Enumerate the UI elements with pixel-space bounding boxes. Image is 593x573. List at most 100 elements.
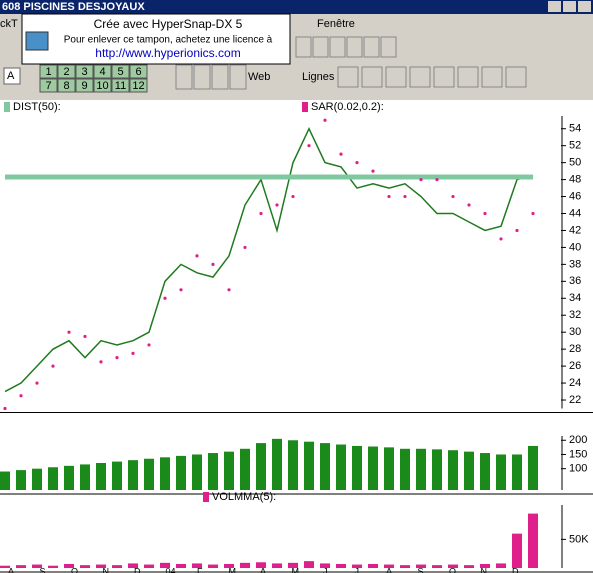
y-tick-label: 46 xyxy=(569,190,581,202)
number-button[interactable] xyxy=(75,78,94,93)
bar xyxy=(288,562,298,568)
bar xyxy=(432,449,442,490)
bar xyxy=(32,468,42,490)
sar-dot xyxy=(387,194,391,199)
bar xyxy=(336,444,346,490)
menu-item[interactable]: Fenêtre xyxy=(317,18,355,30)
number-button[interactable] xyxy=(39,78,58,93)
number-button[interactable] xyxy=(93,78,112,93)
sar-dot xyxy=(531,211,535,216)
sar-dot xyxy=(499,237,503,241)
number-label: 3 xyxy=(81,66,87,78)
number-button[interactable] xyxy=(111,64,130,79)
month-label: O xyxy=(71,566,78,573)
maximize-button[interactable] xyxy=(563,1,576,12)
tool-button[interactable] xyxy=(457,66,479,88)
tool-button[interactable] xyxy=(295,36,312,58)
sar-dot xyxy=(339,152,343,156)
number-button[interactable] xyxy=(129,64,148,79)
bar xyxy=(256,443,266,490)
y-tick-label: 36 xyxy=(569,275,581,287)
tool-button[interactable] xyxy=(361,66,383,88)
bar xyxy=(176,563,186,568)
sar-dot xyxy=(467,203,471,207)
dropdown[interactable] xyxy=(3,67,21,85)
tool-button[interactable] xyxy=(433,66,455,88)
sar-dot xyxy=(3,406,7,411)
tool-button[interactable] xyxy=(481,66,503,88)
legend-swatch xyxy=(203,492,209,502)
sar-dot xyxy=(403,194,407,199)
bar xyxy=(288,440,298,490)
close-button[interactable] xyxy=(578,1,591,12)
tool-button[interactable] xyxy=(312,36,329,58)
bar xyxy=(512,454,522,490)
legend-label: DIST(50): xyxy=(13,101,61,113)
y-tick-label: 54 xyxy=(569,123,581,135)
sar-dot xyxy=(435,177,439,182)
number-label: 9 xyxy=(81,80,87,92)
stamp-url[interactable]: http://www.hyperionics.com xyxy=(95,46,240,60)
bar xyxy=(160,562,170,568)
number-button[interactable] xyxy=(39,64,58,79)
sar-dot xyxy=(243,245,247,250)
bar xyxy=(528,445,538,490)
minimize-button[interactable] xyxy=(548,1,561,12)
number-button[interactable] xyxy=(93,64,112,79)
tool-button[interactable] xyxy=(337,66,359,88)
number-label: 2 xyxy=(63,66,69,78)
sar-dot xyxy=(131,351,135,355)
web-button[interactable]: Web xyxy=(248,71,270,83)
sar-dot xyxy=(323,118,327,122)
y-tick-label: 42 xyxy=(569,224,581,236)
number-button[interactable] xyxy=(111,78,130,93)
sar-dot xyxy=(515,228,519,233)
y-tick-label: 44 xyxy=(569,207,581,219)
tool-button[interactable] xyxy=(409,66,431,88)
bar xyxy=(128,460,138,490)
bar xyxy=(384,564,394,568)
bar xyxy=(64,465,74,490)
tool-button[interactable] xyxy=(193,64,211,90)
bar xyxy=(304,441,314,490)
number-button[interactable] xyxy=(57,64,76,79)
tool-button[interactable] xyxy=(363,36,380,58)
tool-button[interactable] xyxy=(380,36,397,58)
number-label: 5 xyxy=(117,66,123,78)
number-button[interactable] xyxy=(129,78,148,93)
number-button[interactable] xyxy=(75,64,94,79)
y-tick-label: 32 xyxy=(569,309,581,321)
sar-dot xyxy=(147,343,151,347)
bar xyxy=(352,564,362,568)
tool-button[interactable] xyxy=(329,36,346,58)
bar xyxy=(416,564,426,568)
bar xyxy=(192,454,202,490)
tool-button[interactable] xyxy=(211,64,229,90)
dropdown-value: A xyxy=(7,70,15,82)
tool-button[interactable] xyxy=(175,64,193,90)
tool-button[interactable] xyxy=(385,66,407,88)
month-label: D xyxy=(512,566,519,573)
bar xyxy=(320,443,330,490)
month-label: O xyxy=(449,566,456,573)
tool-button[interactable] xyxy=(346,36,363,58)
bar xyxy=(416,448,426,490)
sar-dot xyxy=(259,211,263,216)
bar xyxy=(128,563,138,568)
y-tick-label: 52 xyxy=(569,140,581,152)
sar-dot xyxy=(179,288,183,292)
bar xyxy=(448,564,458,568)
sar-dot xyxy=(35,381,39,385)
tool-button[interactable] xyxy=(229,64,247,90)
y-tick-label: 38 xyxy=(569,258,581,270)
legend-swatch xyxy=(4,102,10,112)
sar-dot xyxy=(307,144,311,148)
number-button[interactable] xyxy=(57,78,76,93)
bar xyxy=(384,447,394,490)
bar xyxy=(80,464,90,490)
sar-dot xyxy=(355,161,359,165)
bar xyxy=(320,563,330,568)
tool-button[interactable] xyxy=(505,66,527,88)
menu-item[interactable]: ckT xyxy=(0,18,18,30)
sar-dot xyxy=(211,262,215,266)
